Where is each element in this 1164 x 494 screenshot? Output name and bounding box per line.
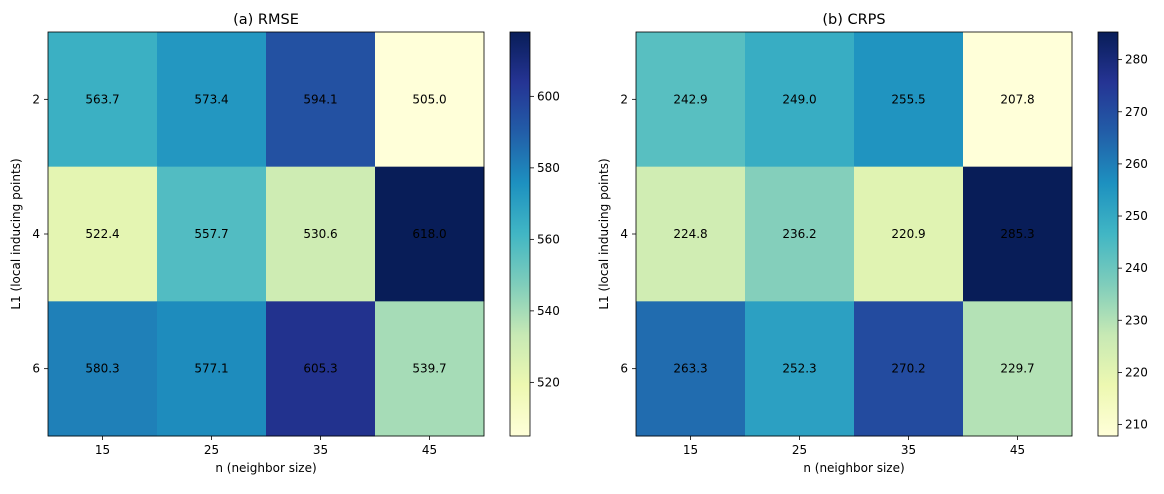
cell-value-label: 580.3 xyxy=(85,362,119,376)
heatmap-panel-2: 242.9 249.0 255.5 207.8 224.8 236.2 220.9 285.3… xyxy=(597,12,1148,475)
colorbar-tick-label: 240 xyxy=(1125,261,1148,275)
heatmap-cell xyxy=(266,301,376,437)
cell-value-label: 618.0 xyxy=(412,227,446,241)
x-tick-label: 15 xyxy=(683,443,698,457)
heatmap-cell xyxy=(157,301,267,437)
cell-value-label: 236.2 xyxy=(782,227,816,241)
cell-value-label: 557.7 xyxy=(194,227,228,241)
colorbar-tick-label: 280 xyxy=(1125,53,1148,67)
y-tick-label: 4 xyxy=(32,227,40,241)
x-tick-label: 35 xyxy=(901,443,916,457)
heatmap-cell xyxy=(375,166,485,302)
cell-value-label: 207.8 xyxy=(1000,92,1034,106)
heatmap-cell xyxy=(48,301,158,437)
heatmap-cell xyxy=(745,166,855,302)
heatmap-cell xyxy=(48,166,158,302)
x-tick-label: 45 xyxy=(422,443,437,457)
y-tick-label: 2 xyxy=(32,92,40,106)
cell-value-label: 522.4 xyxy=(85,227,119,241)
cell-value-label: 263.3 xyxy=(673,362,707,376)
heatmap-cell xyxy=(48,32,158,168)
cell-value-label: 242.9 xyxy=(673,92,707,106)
heatmap-cell xyxy=(157,166,267,302)
colorbar-tick-label: 260 xyxy=(1125,157,1148,171)
heatmap-cell xyxy=(636,301,746,437)
colorbar-tick-label: 250 xyxy=(1125,209,1148,223)
colorbar-tick-label: 580 xyxy=(537,161,560,175)
heatmap-cell xyxy=(963,32,1073,168)
heatmap-cell xyxy=(266,32,376,168)
y-tick-label: 2 xyxy=(620,92,628,106)
colorbar-tick-label: 210 xyxy=(1125,418,1148,432)
heatmap-cell xyxy=(963,166,1073,302)
heatmap-cell xyxy=(375,301,485,437)
heatmap-cell xyxy=(854,301,964,437)
cell-value-label: 505.0 xyxy=(412,92,446,106)
cell-value-label: 229.7 xyxy=(1000,362,1034,376)
cell-value-label: 255.5 xyxy=(891,92,925,106)
heatmap-cell xyxy=(636,166,746,302)
cell-value-label: 224.8 xyxy=(673,227,707,241)
colorbar xyxy=(1097,31,1119,437)
cell-value-label: 605.3 xyxy=(303,362,337,376)
x-tick-label: 15 xyxy=(95,443,110,457)
colorbar-tick-label: 220 xyxy=(1125,365,1148,379)
cell-value-label: 270.2 xyxy=(891,362,925,376)
heatmap-cell xyxy=(375,32,485,168)
cell-value-label: 539.7 xyxy=(412,362,446,376)
cell-value-label: 220.9 xyxy=(891,227,925,241)
colorbar-tick-label: 520 xyxy=(537,375,560,389)
cell-value-label: 594.1 xyxy=(303,92,337,106)
heatmap-cell xyxy=(854,166,964,302)
colorbar-tick-label: 270 xyxy=(1125,105,1148,119)
x-tick-label: 45 xyxy=(1010,443,1025,457)
colorbar-tick-label: 540 xyxy=(537,304,560,318)
cell-value-label: 285.3 xyxy=(1000,227,1034,241)
x-tick-label: 25 xyxy=(204,443,219,457)
x-axis-label: n (neighbor size) xyxy=(215,461,316,475)
cell-value-label: 577.1 xyxy=(194,362,228,376)
colorbar-tick-label: 230 xyxy=(1125,313,1148,327)
heatmap-cell xyxy=(963,301,1073,437)
cell-value-label: 573.4 xyxy=(194,92,228,106)
x-axis-label: n (neighbor size) xyxy=(803,461,904,475)
y-axis-label: L1 (local inducing points) xyxy=(9,158,23,309)
cell-value-label: 249.0 xyxy=(782,92,816,106)
colorbar xyxy=(509,31,531,437)
cell-value-label: 563.7 xyxy=(85,92,119,106)
colorbar-tick-label: 600 xyxy=(537,89,560,103)
chart-title: (b) CRPS xyxy=(822,12,885,28)
cell-value-label: 252.3 xyxy=(782,362,816,376)
heatmap-cell xyxy=(745,32,855,168)
heatmap-panel-1: 563.7 573.4 594.1 505.0 522.4 557.7 530.6 618.0… xyxy=(9,12,560,475)
y-tick-label: 4 xyxy=(620,227,628,241)
heatmap-cell xyxy=(854,32,964,168)
heatmap-cell xyxy=(157,32,267,168)
y-tick-label: 6 xyxy=(620,362,628,376)
heatmap-cell xyxy=(266,166,376,302)
heatmap-cell xyxy=(636,32,746,168)
colorbar-tick-label: 560 xyxy=(537,232,560,246)
heatmap-cell xyxy=(745,301,855,437)
cell-value-label: 530.6 xyxy=(303,227,337,241)
y-axis-label: L1 (local inducing points) xyxy=(597,158,611,309)
chart-title: (a) RMSE xyxy=(233,12,299,28)
x-tick-label: 25 xyxy=(792,443,807,457)
x-tick-label: 35 xyxy=(313,443,328,457)
y-tick-label: 6 xyxy=(32,362,40,376)
